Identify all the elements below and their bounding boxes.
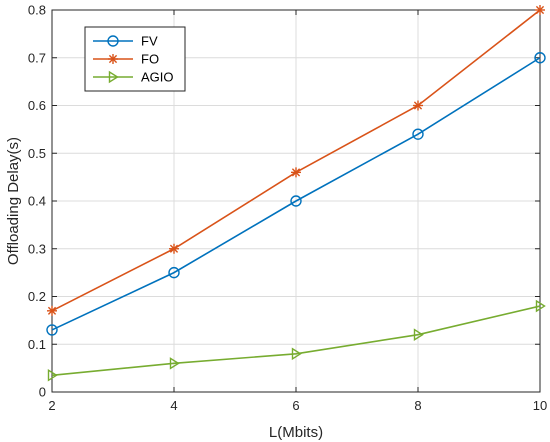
data-point-fv — [168, 266, 180, 279]
legend-item-fv: FV — [93, 34, 158, 49]
data-point-agio — [413, 328, 424, 341]
legend-swatch-marker — [108, 70, 119, 84]
asterisk-stroke — [291, 168, 301, 177]
series-group — [46, 5, 546, 382]
asterisk-stroke — [535, 5, 545, 15]
x-tick-label: 8 — [414, 398, 421, 413]
y-axis-label: Offloading Delay(s) — [5, 137, 22, 265]
data-point-fo — [413, 100, 423, 111]
axis-ticks: 2 4 6 8 10 0 0.1 0.2 0.3 0.4 0.5 0.6 0.7 0.8 — [28, 3, 547, 414]
x-tick-label: 6 — [292, 398, 299, 413]
data-point-agio — [169, 357, 180, 370]
data-point-fo — [535, 5, 545, 15]
y-tick-label: 0.4 — [28, 194, 46, 209]
legend-label: FV — [141, 34, 158, 49]
asterisk-stroke — [47, 306, 57, 315]
legend-swatch-marker — [108, 54, 118, 64]
data-point-fo — [291, 167, 301, 178]
series-line-agio — [51, 305, 541, 377]
y-tick-label: 0.2 — [28, 289, 46, 304]
x-tick-label: 4 — [170, 398, 177, 413]
x-tick-label: 10 — [533, 398, 547, 413]
y-tick-label: 0.1 — [28, 337, 46, 352]
asterisk-stroke — [108, 54, 118, 64]
series-agio — [47, 299, 546, 382]
data-point-agio — [291, 347, 302, 361]
legend-item-fo: FO — [93, 52, 159, 67]
legend-item-agio: AGIO — [93, 70, 174, 85]
x-tick-label: 2 — [48, 398, 55, 413]
data-point-fv — [534, 52, 546, 64]
y-tick-label: 0.5 — [28, 146, 46, 161]
data-point-fo — [47, 305, 57, 316]
data-point-fv — [290, 195, 302, 207]
series-fo — [47, 5, 545, 316]
y-tick-label: 0.6 — [28, 98, 46, 113]
data-point-agio — [47, 369, 58, 382]
data-point-fo — [169, 243, 179, 254]
legend-label: FO — [141, 52, 159, 67]
data-point-agio — [535, 299, 546, 313]
x-axis-label: L(Mbits) — [269, 424, 323, 441]
series-fv — [46, 52, 546, 336]
legend-swatch-marker — [107, 35, 119, 47]
data-point-fv — [412, 128, 424, 140]
series-line-fv — [51, 57, 541, 331]
y-tick-label: 0.8 — [28, 3, 46, 18]
y-tick-label: 0.3 — [28, 241, 46, 256]
asterisk-stroke — [169, 244, 179, 253]
y-tick-label: 0.7 — [28, 50, 46, 65]
legend-label: AGIO — [141, 70, 174, 85]
data-point-fv — [46, 324, 58, 336]
legend: FV FO AGIO — [84, 26, 186, 92]
y-tick-label: 0 — [39, 385, 46, 400]
asterisk-stroke — [413, 101, 423, 110]
